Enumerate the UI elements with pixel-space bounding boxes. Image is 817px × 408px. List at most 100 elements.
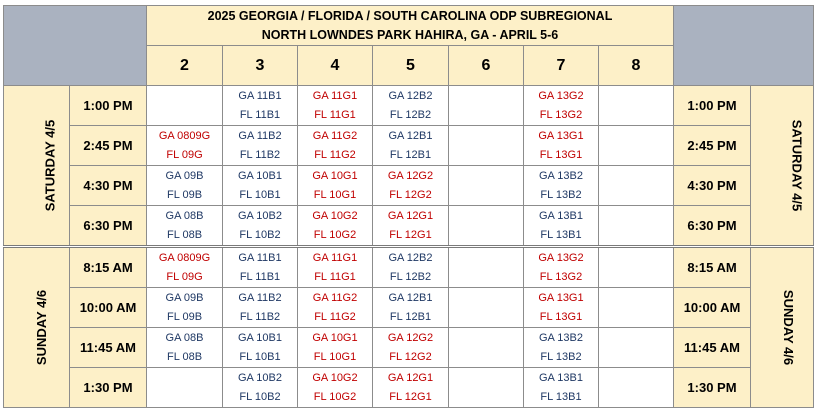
time-label-left: 11:45 AM bbox=[69, 327, 147, 368]
game-cell: GA 11G1 FL 11G1 bbox=[297, 85, 373, 126]
field-header: 6 bbox=[448, 45, 524, 86]
team-away: FL 09B bbox=[166, 310, 203, 323]
team-away: FL 09B bbox=[166, 188, 203, 201]
team-home: GA 12B2 bbox=[388, 251, 433, 264]
team-away: FL 11B1 bbox=[239, 270, 281, 283]
team-away: FL 13G2 bbox=[539, 108, 583, 121]
empty-game-cell bbox=[448, 205, 524, 247]
team-home: GA 13B1 bbox=[538, 371, 584, 384]
team-away: FL 12B1 bbox=[389, 148, 432, 161]
team-home: GA 11G2 bbox=[312, 291, 358, 304]
game-cell: GA 13G2 FL 13G2 bbox=[523, 85, 599, 126]
game-cell: GA 11B1 FL 11B1 bbox=[222, 85, 298, 126]
game-cell: GA 12B1 FL 12B1 bbox=[372, 125, 449, 166]
game-cell: GA 10G2 FL 10G2 bbox=[297, 367, 373, 408]
team-away: FL 11G1 bbox=[314, 270, 356, 283]
empty-game-cell bbox=[448, 327, 524, 368]
field-header: 7 bbox=[523, 45, 599, 86]
team-away: FL 12G2 bbox=[389, 350, 432, 363]
time-slot-row: SUNDAY 4/6 8:15 AM GA 0809G FL 09G GA 11B1 FL… bbox=[3, 245, 814, 408]
time-label-right: 1:00 PM bbox=[673, 85, 751, 126]
team-away: FL 13B2 bbox=[540, 188, 582, 201]
team-home: GA 13G1 bbox=[538, 291, 584, 304]
game-cell: GA 10B1 FL 10B1 bbox=[222, 165, 298, 206]
game-cell: GA 08B FL 08B bbox=[146, 327, 223, 368]
team-home: GA 08B bbox=[165, 331, 204, 344]
game-cell: GA 12G2 FL 12G2 bbox=[372, 327, 449, 368]
team-home: GA 10B1 bbox=[237, 169, 283, 182]
game-cell: GA 10G2 FL 10G2 bbox=[297, 205, 373, 247]
time-label-right: 4:30 PM bbox=[673, 165, 751, 206]
time-slot-row: 10:00 AM GA 09B FL 09B GA 11B2 FL 11B2 GA 11G… bbox=[4, 287, 814, 328]
empty-game-cell bbox=[448, 125, 524, 166]
team-away: FL 13B1 bbox=[540, 228, 582, 241]
schedule-title: 2025 GEORGIA / FLORIDA / SOUTH CAROLINA … bbox=[146, 5, 674, 46]
corner-left bbox=[3, 5, 147, 86]
team-home: GA 09B bbox=[165, 169, 204, 182]
empty-game-cell bbox=[598, 287, 674, 328]
schedule-table: 2025 GEORGIA / FLORIDA / SOUTH CAROLINA … bbox=[3, 5, 814, 408]
title-row: 2025 GEORGIA / FLORIDA / SOUTH CAROLINA … bbox=[3, 5, 814, 86]
game-cell: GA 10B2 FL 10B2 bbox=[222, 367, 298, 408]
game-cell: GA 11B2 FL 11B2 bbox=[222, 287, 298, 328]
team-home: GA 13G2 bbox=[538, 89, 584, 102]
empty-game-cell bbox=[598, 165, 674, 206]
game-cell: GA 13B1 FL 13B1 bbox=[523, 367, 599, 408]
team-home: GA 13B1 bbox=[538, 209, 584, 222]
time-slot-row: 11:45 AM GA 08B FL 08B GA 10B1 FL 10B1 GA 10G… bbox=[4, 327, 814, 368]
team-away: FL 10G2 bbox=[313, 228, 357, 241]
team-home: GA 11G1 bbox=[312, 251, 358, 264]
team-home: GA 09B bbox=[165, 291, 204, 304]
game-cell: GA 10G1 FL 10G1 bbox=[297, 165, 373, 206]
game-cell: GA 12B2 FL 12B2 bbox=[372, 245, 449, 288]
day-label-left: SUNDAY 4/6 bbox=[3, 245, 70, 408]
team-away: FL 13B2 bbox=[540, 350, 582, 363]
empty-game-cell bbox=[598, 205, 674, 247]
team-away: FL 10G1 bbox=[313, 188, 357, 201]
team-home: GA 12G1 bbox=[387, 209, 434, 222]
team-home: GA 11B2 bbox=[238, 129, 282, 142]
game-cell: GA 10B2 FL 10B2 bbox=[222, 205, 298, 247]
empty-game-cell bbox=[598, 125, 674, 166]
team-away: FL 10B2 bbox=[239, 228, 281, 241]
time-label-right: 2:45 PM bbox=[673, 125, 751, 166]
team-home: GA 13G1 bbox=[538, 129, 584, 142]
time-label-right: 8:15 AM bbox=[673, 245, 751, 288]
time-label-left: 6:30 PM bbox=[69, 205, 147, 247]
game-cell: GA 10G1 FL 10G1 bbox=[297, 327, 373, 368]
game-cell: GA 11G2 FL 11G2 bbox=[297, 287, 373, 328]
team-away: FL 11B1 bbox=[239, 108, 281, 121]
empty-game-cell bbox=[598, 85, 674, 126]
team-away: FL 13G1 bbox=[539, 148, 583, 161]
game-cell: GA 0809G FL 09G bbox=[146, 125, 223, 166]
team-away: FL 08B bbox=[166, 350, 203, 363]
team-away: FL 10B1 bbox=[239, 188, 281, 201]
game-cell: GA 13B2 FL 13B2 bbox=[523, 165, 599, 206]
day-label-text: SATURDAY 4/5 bbox=[42, 119, 58, 212]
team-home: GA 11G1 bbox=[312, 89, 358, 102]
team-away: FL 13B1 bbox=[540, 390, 582, 403]
time-slot-row: 4:30 PM GA 09B FL 09B GA 10B1 FL 10B1 GA 10G1… bbox=[4, 165, 814, 206]
empty-game-cell bbox=[448, 245, 524, 288]
time-label-right: 10:00 AM bbox=[673, 287, 751, 328]
empty-game-cell bbox=[448, 165, 524, 206]
time-slot-row: 6:30 PM GA 08B FL 08B GA 10B2 FL 10B2 GA 10G2… bbox=[4, 205, 814, 247]
team-home: GA 10G1 bbox=[312, 331, 358, 344]
team-home: GA 0809G bbox=[158, 251, 211, 264]
team-away: FL 12B2 bbox=[389, 270, 432, 283]
day-label-left: SATURDAY 4/5 bbox=[3, 85, 70, 247]
field-header: 5 bbox=[372, 45, 449, 86]
team-home: GA 12B2 bbox=[388, 89, 433, 102]
team-away: FL 11B2 bbox=[239, 310, 281, 323]
team-home: GA 0809G bbox=[158, 129, 211, 142]
team-away: FL 12B2 bbox=[389, 108, 432, 121]
game-cell: GA 09B FL 09B bbox=[146, 165, 223, 206]
field-header: 3 bbox=[222, 45, 298, 86]
time-slot-row: SATURDAY 4/5 1:00 PM GA 11B1 FL 11B1 GA 11G1… bbox=[3, 85, 814, 247]
time-slot-row: 2:45 PM GA 0809G FL 09G GA 11B2 FL 11B2 GA 11… bbox=[4, 125, 814, 166]
game-cell: GA 12B2 FL 12B2 bbox=[372, 85, 449, 126]
time-label-left: 10:00 AM bbox=[69, 287, 147, 328]
team-home: GA 10B2 bbox=[237, 371, 283, 384]
empty-game-cell bbox=[146, 85, 223, 126]
game-cell: GA 12G1 FL 12G1 bbox=[372, 205, 449, 247]
